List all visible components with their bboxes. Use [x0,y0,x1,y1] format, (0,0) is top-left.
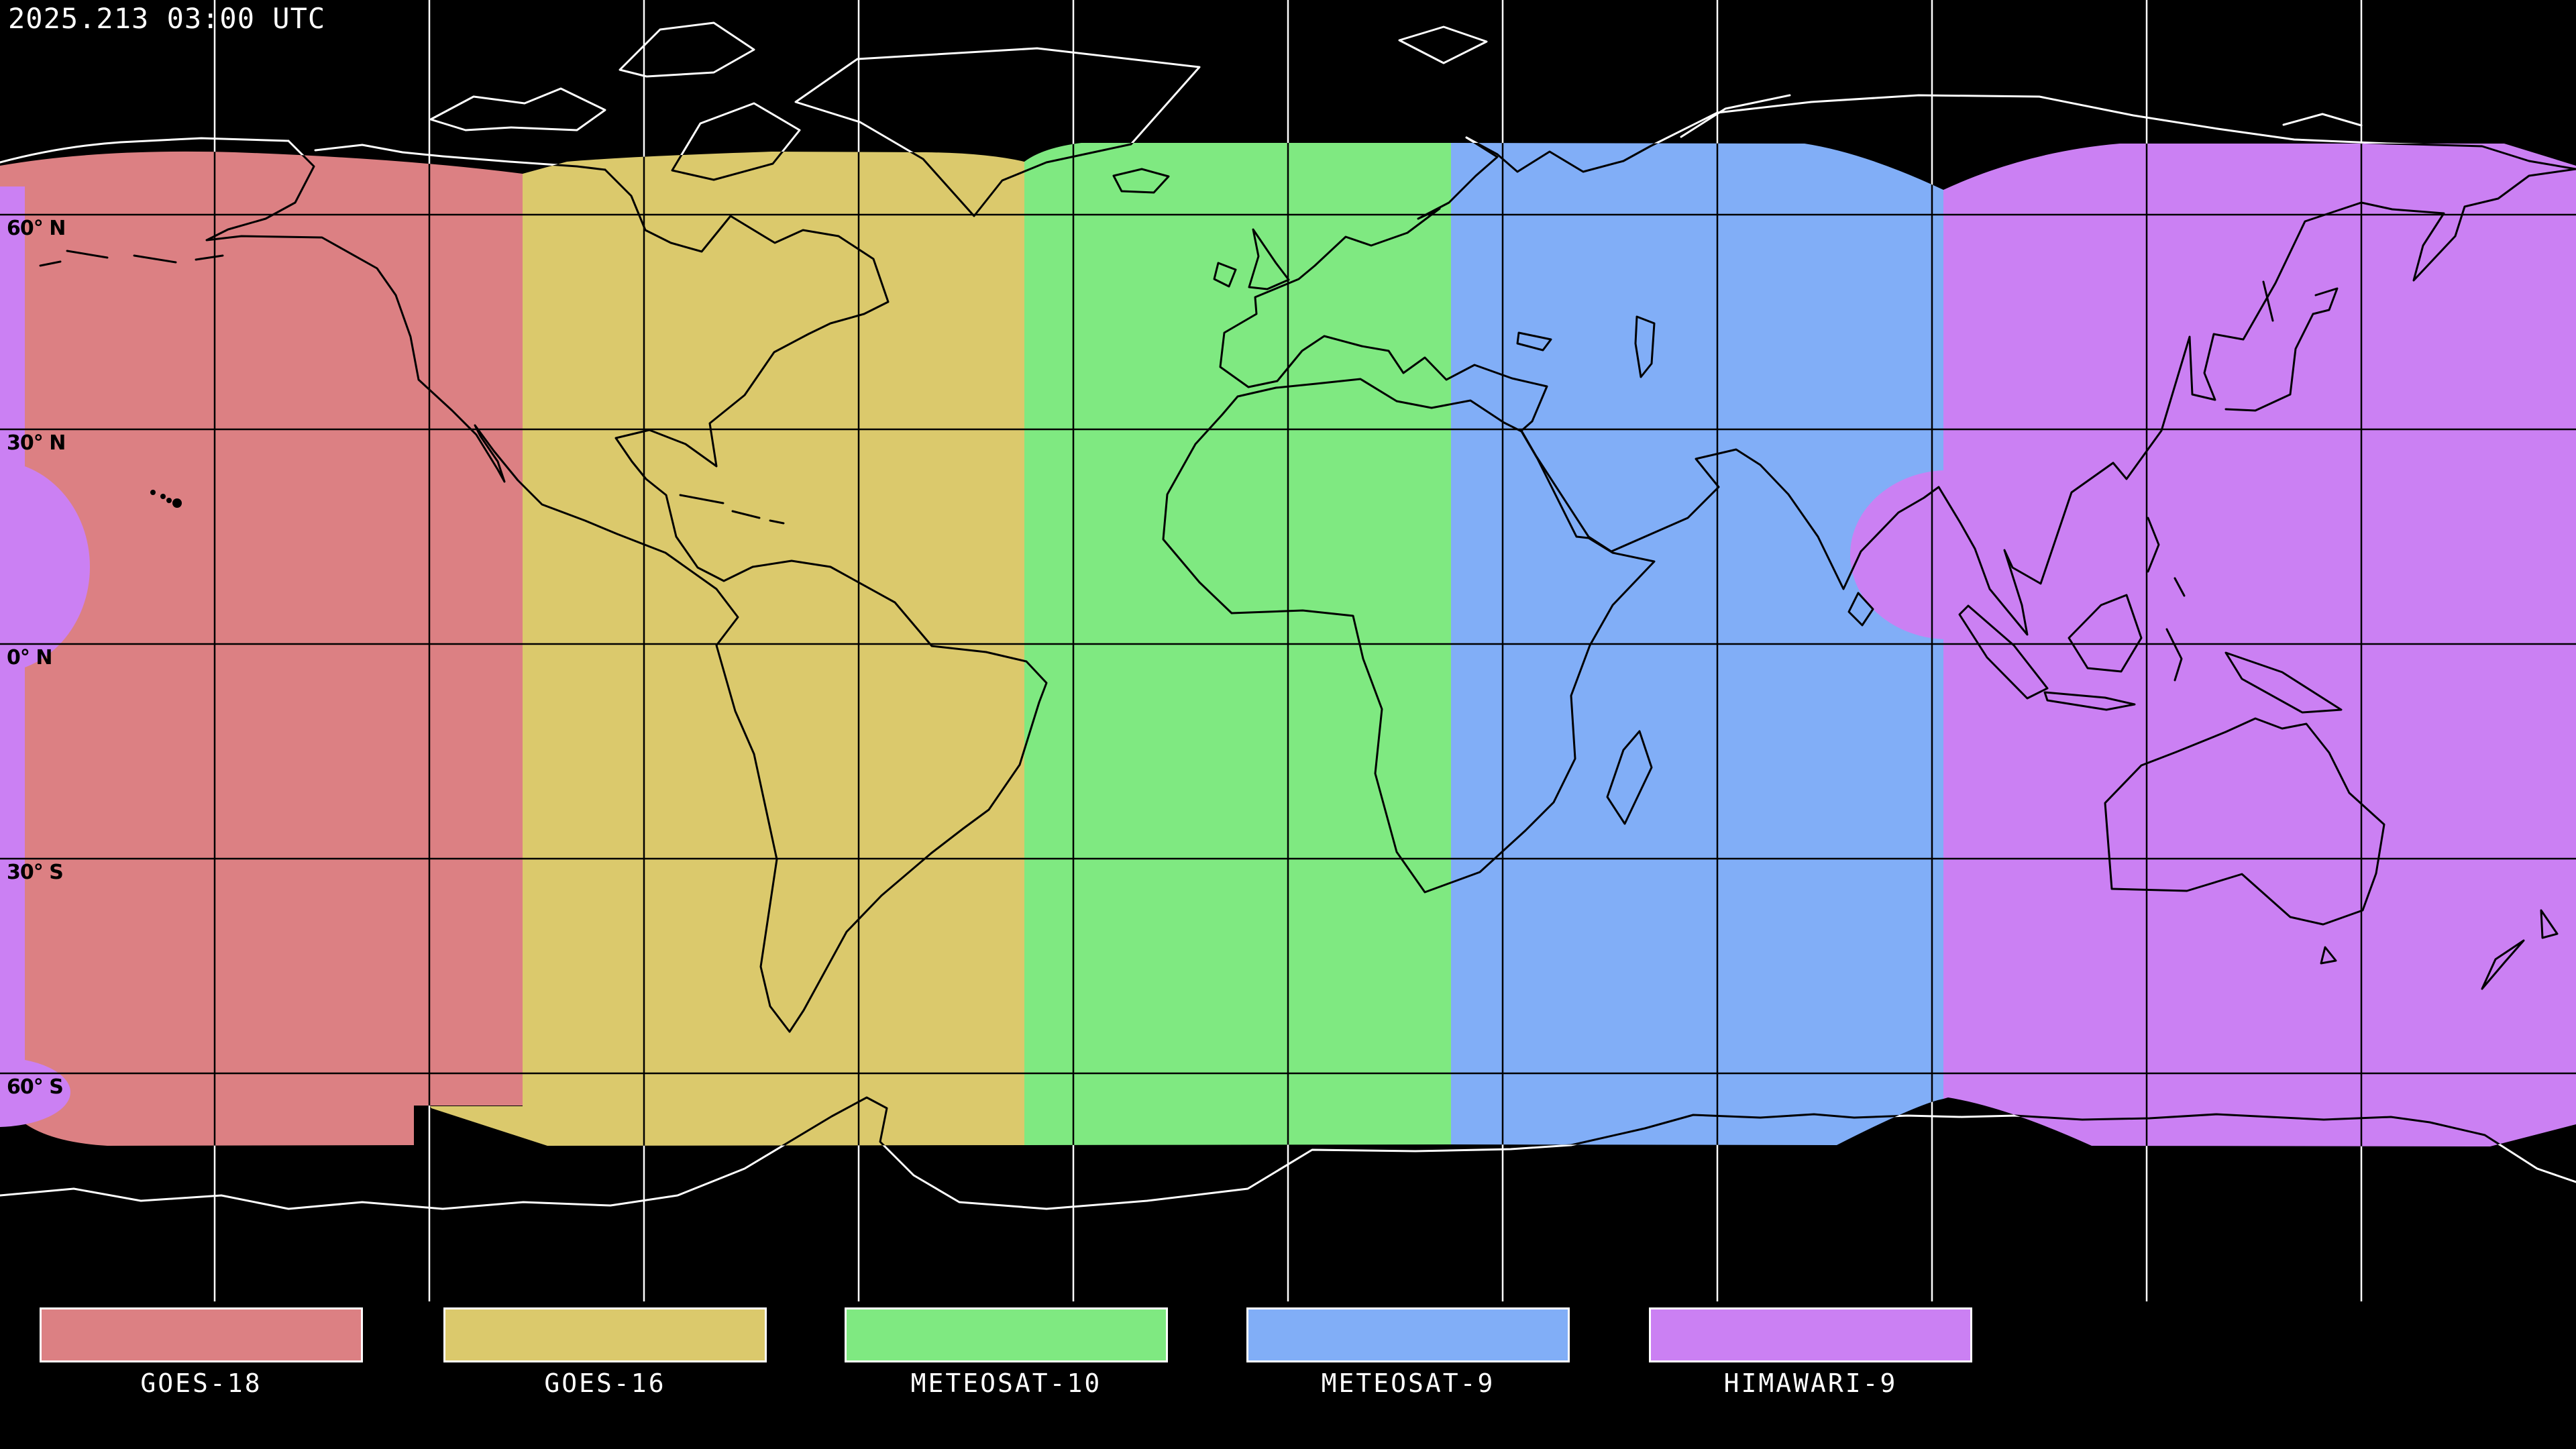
legend-label-meteosat-10: METEOSAT-10 [910,1368,1102,1398]
legend-label-meteosat-9: METEOSAT-9 [1321,1368,1495,1398]
graticule-over-coverage [0,0,2576,1306]
legend-label-goes-18: GOES-18 [140,1368,262,1398]
coverage-zone-goes-18 [0,151,523,1146]
himawari-9-west-limb [1850,470,2046,639]
latitude-label-0n: 0° N [7,646,52,669]
timestamp: 2025.213 03:00 UTC [8,2,326,35]
legend-swatch-meteosat-9 [1246,1307,1570,1362]
legend-swatch-goes-18 [40,1307,363,1362]
overlays-on-coverage [0,0,2576,1306]
latitude-label-30n: 30° N [7,431,66,455]
latitude-label-60n: 60° N [7,217,66,240]
hawaii-islands [150,490,182,508]
coverage-zone-himawari-9 [1943,144,2576,1146]
latitude-label-60s: 60° S [7,1075,64,1099]
legend-swatch-meteosat-10 [845,1307,1168,1362]
legend-label-himawari-9: HIMAWARI-9 [1723,1368,1898,1398]
legend-label-goes-16: GOES-16 [544,1368,666,1398]
legend-swatch-goes-16 [443,1307,767,1362]
legend-swatch-himawari-9 [1649,1307,1972,1362]
latitude-label-30s: 30° S [7,861,64,884]
world-coverage-map [0,0,2576,1306]
